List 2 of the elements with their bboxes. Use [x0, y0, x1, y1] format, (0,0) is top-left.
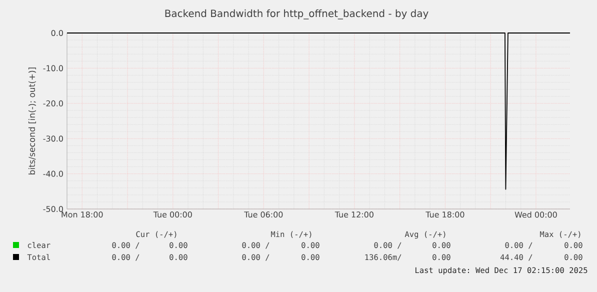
- y-axis-title: bits/second [in(-); out(+)]: [28, 68, 36, 174]
- chart-title: Backend Bandwidth for http_offnet_backend - by day: [165, 9, 428, 20]
